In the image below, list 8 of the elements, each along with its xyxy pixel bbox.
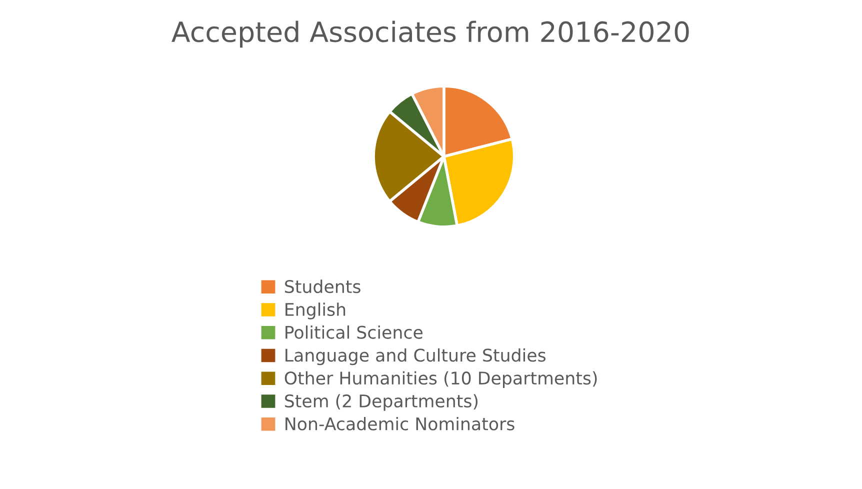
chart-title: Accepted Associates from 2016-2020 bbox=[172, 20, 689, 48]
legend-label: Non-Academic Nominators bbox=[286, 416, 514, 430]
legend-label: Political Science bbox=[286, 325, 423, 339]
legend-label: Language and Culture Studies bbox=[286, 348, 546, 366]
legend-label: Students bbox=[285, 280, 360, 294]
legend-label: English bbox=[286, 302, 346, 320]
legend-label: Other Humanities (10 Departments) bbox=[284, 371, 597, 388]
legend-label: Stem (2 Departments) bbox=[285, 394, 478, 411]
